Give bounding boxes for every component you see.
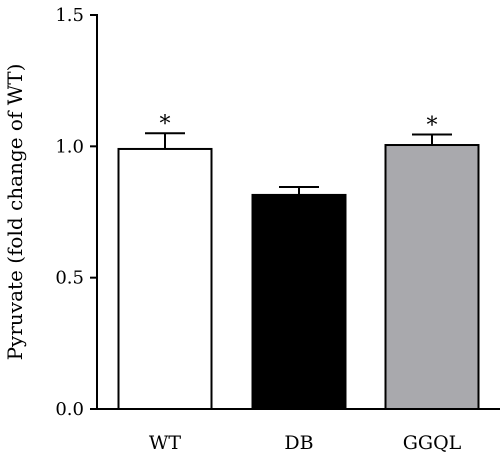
- axes: [96, 14, 500, 410]
- bar-ggql: [384, 144, 480, 411]
- significance-annotations: * *: [160, 112, 438, 138]
- bar-db: [251, 193, 347, 410]
- y-ticks: 0.0 0.5 1.0 1.5: [55, 5, 97, 420]
- y-tick-label: 1.5: [55, 5, 84, 26]
- x-tick-label-ggql: GGQL: [403, 432, 462, 454]
- x-tick-label-wt: WT: [149, 432, 182, 454]
- y-axis-title: Pyruvate (fold change of WT): [3, 64, 27, 361]
- x-tick-label-db: DB: [284, 432, 313, 454]
- significance-star-ggql: *: [427, 114, 438, 139]
- y-tick-label: 1.0: [55, 136, 84, 157]
- y-tick-label: 0.0: [55, 399, 84, 420]
- bar-wt: [117, 147, 213, 411]
- bars: [117, 144, 480, 411]
- error-bars: [145, 132, 452, 195]
- x-tick-labels: WT DB GGQL: [149, 432, 462, 454]
- significance-star-wt: *: [160, 112, 171, 137]
- y-tick-label: 0.5: [55, 268, 84, 289]
